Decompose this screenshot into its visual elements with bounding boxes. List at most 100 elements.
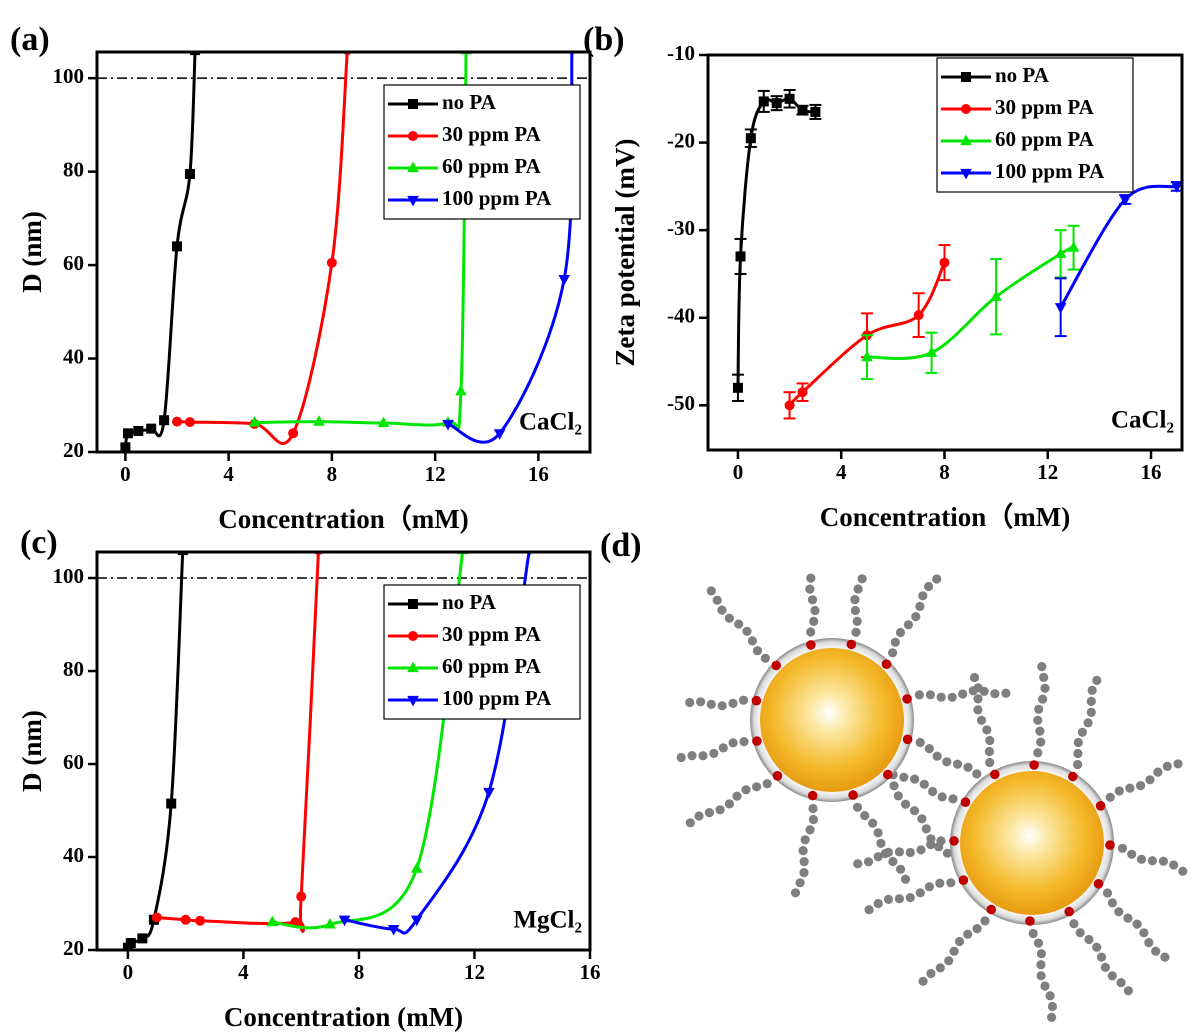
ligand-bead bbox=[924, 882, 935, 892]
particle-core bbox=[960, 771, 1104, 915]
ligand-bead bbox=[1028, 928, 1038, 939]
ligand-bead bbox=[936, 692, 946, 702]
marker bbox=[925, 346, 938, 357]
ligand-bead bbox=[752, 782, 762, 792]
marker bbox=[407, 161, 419, 173]
marker bbox=[408, 99, 418, 109]
ligand-bead bbox=[1038, 694, 1048, 704]
marker bbox=[745, 133, 756, 144]
ligand-bead bbox=[1073, 759, 1083, 770]
marker bbox=[377, 416, 390, 428]
ligand-bead bbox=[852, 802, 863, 812]
ligand-bead bbox=[1144, 938, 1154, 948]
marker bbox=[172, 241, 183, 252]
ligand-bead bbox=[1036, 960, 1046, 970]
marker bbox=[159, 415, 170, 426]
ligand-bead bbox=[894, 847, 905, 857]
annotation: CaCl₂ bbox=[519, 409, 582, 436]
marker bbox=[771, 98, 782, 109]
marker bbox=[758, 96, 769, 107]
ligand-bead bbox=[921, 824, 931, 834]
x-tick-label: 4 bbox=[238, 960, 249, 984]
plot-frame bbox=[95, 50, 592, 454]
ligand-bead bbox=[926, 968, 936, 979]
ligand-bead bbox=[808, 803, 818, 814]
legend-label: 100 ppm PA bbox=[442, 686, 552, 710]
ligand-bead bbox=[918, 976, 928, 986]
marker bbox=[195, 915, 206, 926]
ligand-bead bbox=[935, 963, 945, 973]
ligand-bead bbox=[893, 791, 903, 801]
anchor-site bbox=[848, 790, 858, 800]
ligand-bead bbox=[709, 748, 719, 759]
ligand-bead bbox=[747, 636, 758, 646]
series-line bbox=[123, 52, 197, 448]
ligand-bead bbox=[873, 828, 883, 838]
ligand-bead bbox=[1100, 962, 1110, 973]
ligand-bead bbox=[926, 840, 936, 850]
legend: no PA 30 ppm PA 60 ppm PA 100 ppm PA bbox=[383, 584, 581, 720]
ligand-bead bbox=[883, 847, 894, 858]
ligand-bead bbox=[696, 697, 706, 707]
ligand-bead bbox=[798, 846, 808, 856]
ligand-bead bbox=[795, 878, 805, 888]
ligand-bead bbox=[1105, 792, 1115, 802]
ligand-bead bbox=[1075, 928, 1085, 938]
ligand-bead bbox=[863, 857, 874, 867]
marker bbox=[184, 417, 195, 428]
anchor-site bbox=[807, 790, 818, 801]
anchor-site bbox=[772, 771, 783, 781]
marker bbox=[137, 933, 148, 944]
marker bbox=[166, 798, 177, 809]
ligand-bead bbox=[1036, 971, 1046, 981]
anchor-site bbox=[806, 640, 816, 650]
ligand-bead bbox=[1092, 675, 1102, 686]
ligand-bead bbox=[762, 779, 772, 789]
marker bbox=[408, 131, 418, 141]
ligand-bead bbox=[1139, 928, 1149, 938]
marker bbox=[939, 257, 950, 268]
ligand-bead bbox=[910, 774, 920, 784]
ligand-bead bbox=[851, 627, 861, 637]
series-line bbox=[1059, 184, 1178, 309]
ligand-bead bbox=[1036, 949, 1046, 959]
marker bbox=[296, 891, 307, 902]
ligand-bead bbox=[914, 690, 925, 700]
x-tick-label: 0 bbox=[120, 462, 131, 486]
anchor-site bbox=[902, 734, 913, 745]
ligand-bead bbox=[896, 864, 906, 874]
marker bbox=[120, 442, 131, 452]
legend: no PA 30 ppm PA 60 ppm PA 100 ppm PA bbox=[383, 84, 581, 220]
y-tick-label: 100 bbox=[53, 64, 85, 88]
ligand-bead bbox=[916, 845, 926, 855]
ligand-bead bbox=[687, 751, 697, 761]
ligand-bead bbox=[732, 791, 742, 801]
y-axis-label: D (nm) bbox=[17, 710, 47, 792]
ligand-bead bbox=[1073, 737, 1083, 748]
ligand-bead bbox=[1092, 942, 1102, 952]
ligand-bead bbox=[715, 805, 725, 815]
ligand-bead bbox=[760, 653, 771, 663]
ligand-bead bbox=[806, 627, 816, 637]
anchor-site bbox=[1068, 771, 1078, 782]
ligand-bead bbox=[911, 612, 921, 622]
marker bbox=[455, 384, 467, 396]
ligand-bead bbox=[741, 785, 751, 795]
marker bbox=[990, 290, 1002, 301]
marker bbox=[784, 400, 795, 411]
marker bbox=[326, 257, 337, 268]
marker bbox=[960, 134, 972, 146]
ligand-bead bbox=[976, 715, 987, 725]
ligand-bead bbox=[873, 852, 883, 862]
ligand-bead bbox=[790, 888, 801, 898]
ligand-bead bbox=[805, 825, 815, 835]
anchor-site bbox=[771, 660, 781, 671]
marker bbox=[408, 599, 418, 609]
ligand-bead bbox=[952, 759, 963, 769]
ligand-bead bbox=[852, 616, 862, 627]
marker bbox=[407, 661, 419, 673]
ligand-bead bbox=[1033, 715, 1043, 725]
y-tick-label: 100 bbox=[53, 564, 85, 588]
marker bbox=[1067, 241, 1080, 252]
y-tick-label: -20 bbox=[667, 128, 695, 152]
